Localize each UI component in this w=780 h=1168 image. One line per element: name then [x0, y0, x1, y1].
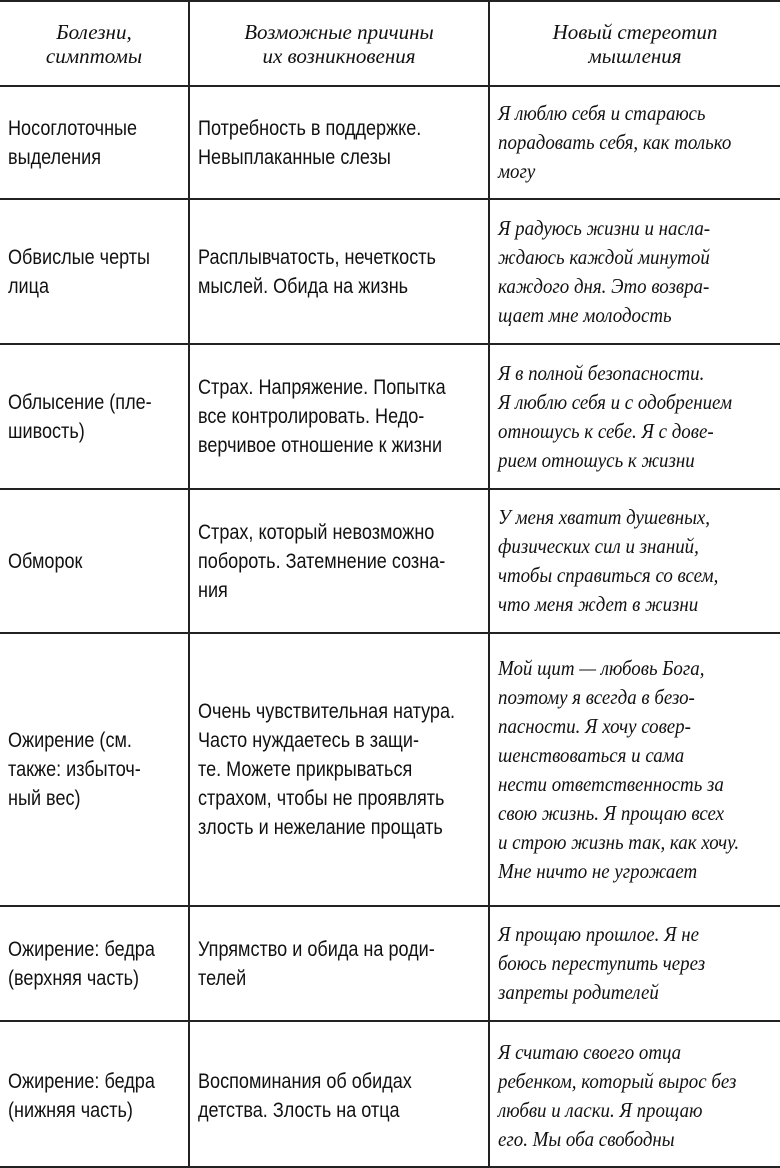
table-cell: Страх, который невозможно побороть. Затем… — [190, 490, 490, 634]
cell-text: отношусь к себе. Я с дове- — [498, 418, 714, 443]
cell-text: Часто нуждаетесь в защи- — [198, 729, 420, 752]
cell-text: Я люблю себя и с одобрением — [498, 389, 733, 414]
cell-text: физических сил и знаний, — [498, 534, 699, 558]
cell-text: Расплывчатость, нечеткость — [198, 245, 436, 269]
table-cell: Болезни, симптомы — [0, 2, 190, 87]
cell-text: ния — [198, 578, 228, 602]
cell-text: Возможные причины — [244, 19, 434, 44]
cell-text: нести ответственность за — [498, 771, 724, 796]
table-cell: Носоглоточные выделения — [0, 87, 190, 200]
cell-text: и строю жизнь так, как хочу. — [498, 829, 740, 854]
cell-text: Носоглоточные — [8, 116, 138, 140]
table-cell: Воспоминания об обидах детства. Злость на… — [190, 1022, 490, 1166]
cell-text: шенствоваться и сама — [498, 742, 685, 767]
table-cell: Страх. Напряжение. Попытка все контролиро… — [190, 345, 490, 490]
cell-text: рием отношусь к жизни — [498, 447, 695, 472]
cell-text: могу — [498, 159, 536, 183]
cell-text: Ожирение: бедра — [8, 937, 155, 961]
cell-text: каждого дня. Это возвра- — [498, 273, 710, 298]
cell-text: верчивое отношение к жизни — [198, 434, 443, 457]
table-cell: Мой щит — любовь Бога, поэтому я всегда в… — [490, 634, 780, 907]
cell-text: шивость) — [8, 419, 85, 443]
cell-text: симптомы — [45, 43, 143, 68]
cell-text: Новый стереотип — [552, 19, 718, 44]
table-cell: Обморок — [0, 490, 190, 634]
cell-text: (верхняя часть) — [8, 966, 140, 990]
cell-text: Я радуюсь жизни и насла- — [498, 215, 711, 240]
table-cell: Я прощаю прошлое. Я не боюсь переступить … — [490, 907, 780, 1022]
cell-text: Мне ничто не угрожает — [498, 858, 698, 883]
cell-text: мыслей. Обида на жизнь — [198, 274, 409, 298]
cell-text: Болезни, — [56, 19, 132, 44]
table-cell: Обвислые черты лица — [0, 200, 190, 345]
cell-text: все контролировать. Недо- — [198, 405, 425, 428]
cell-text: выделения — [8, 145, 101, 169]
cell-text: Я люблю себя и стараюсь — [498, 101, 706, 125]
cell-text: мышления — [588, 43, 682, 68]
cell-text: детства. Злость на отца — [198, 1099, 400, 1122]
cell-text: Очень чувствительная натура. — [198, 700, 456, 723]
table-cell: Я в полной безопасности. Я люблю себя и с… — [490, 345, 780, 490]
cell-text: (нижняя часть) — [8, 1099, 133, 1122]
cell-text: Страх. Напряжение. Попытка — [198, 376, 446, 399]
table-cell: Облысение (пле-шивость) — [0, 345, 190, 490]
table-cell: Ожирение: бедра (нижняя часть) — [0, 1022, 190, 1166]
table-cell: Потребность в поддержке. Невыплаканные сл… — [190, 87, 490, 200]
cell-text: их возникновения — [262, 43, 416, 68]
cell-text: его. Мы оба свободны — [498, 1127, 675, 1151]
cell-text: ребенком, который вырос без — [498, 1069, 737, 1093]
table-cell: Я люблю себя и стараюсь порадовать себя, … — [490, 87, 780, 200]
cell-text: Потребность в поддержке. — [198, 116, 422, 140]
cell-text: запреты родителей — [498, 980, 659, 1004]
table-cell: Я радуюсь жизни и насла-ждаюсь каждой ми… — [490, 200, 780, 345]
cell-text: порадовать себя, как только — [498, 130, 732, 154]
cell-text: пасности. Я хочу совер- — [498, 713, 691, 738]
cell-text: У меня хватит душевных, — [498, 505, 711, 529]
cell-text: также: избыточ- — [8, 758, 141, 781]
cell-text: Упрямство и обида на роди- — [198, 937, 435, 961]
table-cell: Упрямство и обида на роди-телей — [190, 907, 490, 1022]
cell-text: Облысение (пле- — [8, 390, 152, 414]
cell-text: Я считаю своего отца — [498, 1040, 682, 1064]
cell-text: Ожирение: бедра — [8, 1070, 155, 1093]
cell-text: свою жизнь. Я прощаю всех — [498, 800, 725, 825]
table-cell: Новый стереотип мышления — [490, 2, 780, 87]
cell-text: что меня ждет в жизни — [498, 592, 699, 616]
table-cell: Расплывчатость, нечеткость мыслей. Обида … — [190, 200, 490, 345]
cell-text: поэтому я всегда в безо- — [498, 684, 695, 709]
table-cell: Очень чувствительная натура. Часто нуждае… — [190, 634, 490, 907]
cell-text: телей — [198, 966, 247, 990]
cell-text: Мой щит — любовь Бога, — [498, 655, 705, 680]
table-cell: Возможные причины их возникновения — [190, 2, 490, 87]
cell-text: ждаюсь каждой минутой — [498, 244, 710, 269]
cell-text: Я прощаю прошлое. Я не — [498, 922, 700, 946]
cell-text: боюсь переступить через — [498, 951, 706, 975]
cell-text: Я в полной безопасности. — [498, 360, 705, 385]
cell-text: любви и ласки. Я прощаю — [498, 1098, 703, 1122]
table-cell: Ожирение: бедра (верхняя часть) — [0, 907, 190, 1022]
cell-text: Страх, который невозможно — [198, 520, 435, 544]
table-cell: У меня хватит душевных, физических сил и … — [490, 490, 780, 634]
cell-text: Обморок — [8, 549, 83, 573]
cell-text: лица — [8, 274, 50, 298]
cell-text: Обвислые черты — [8, 245, 151, 269]
cell-text: страхом, чтобы не проявлять — [198, 787, 445, 810]
cell-text: ный вес) — [8, 787, 81, 810]
cell-text: Невыплаканные слезы — [198, 145, 391, 169]
cell-text: злость и нежелание прощать — [198, 816, 443, 839]
cell-text: побороть. Затемнение созна- — [198, 549, 446, 573]
cell-text: чтобы справиться со всем, — [498, 563, 719, 587]
table-cell: Ожирение (см. также: избыточ-ный вес) — [0, 634, 190, 907]
cell-text: щает мне молодость — [498, 302, 672, 327]
cell-text: Ожирение (см. — [8, 729, 132, 752]
cell-text: те. Можете прикрываться — [198, 758, 413, 781]
table-cell: Я считаю своего отца ребенком, который вы… — [490, 1022, 780, 1166]
cell-text: Воспоминания об обидах — [198, 1070, 412, 1093]
